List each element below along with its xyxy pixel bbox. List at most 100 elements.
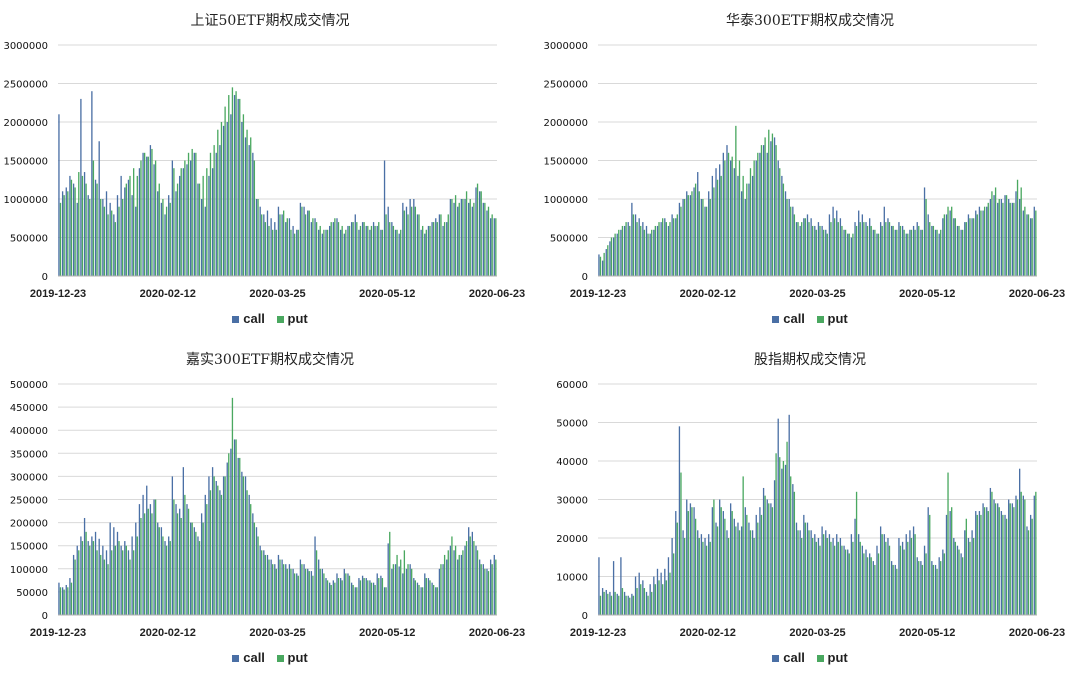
bar-call — [164, 541, 166, 615]
bar-put — [921, 229, 924, 276]
bar-call — [931, 225, 933, 276]
bar-put — [107, 214, 109, 276]
bar-put — [804, 522, 807, 615]
bar-put — [63, 195, 65, 276]
chart-svg: 0 10000 20000 30000 40000 50000 60000 2019-12-2… — [556, 380, 1065, 639]
bar-put — [228, 95, 230, 276]
bar-put — [1027, 214, 1030, 276]
bar-put — [808, 222, 810, 276]
bar-call — [102, 199, 104, 276]
bar-put — [173, 499, 175, 615]
bar-put — [866, 225, 869, 276]
bar-call — [1026, 214, 1028, 276]
bar-call — [623, 225, 626, 276]
bar-call — [135, 522, 137, 615]
bar-put — [983, 507, 986, 615]
bar-put — [929, 222, 931, 276]
bar-put — [487, 571, 490, 615]
bar-put — [716, 179, 719, 276]
bar-put — [749, 530, 752, 615]
bar-put — [1013, 202, 1015, 276]
bar-put — [63, 589, 65, 615]
bar-put — [111, 550, 113, 615]
bar-call — [189, 160, 192, 276]
bar-call — [927, 214, 929, 276]
bar-call — [781, 468, 783, 615]
bar-put — [691, 191, 693, 276]
bar-put — [180, 517, 182, 615]
y-tick-label: 400000 — [10, 426, 48, 437]
bar-call — [986, 206, 988, 276]
bar-put — [491, 214, 493, 276]
bar-put — [476, 550, 479, 615]
bar-put — [381, 229, 384, 276]
x-tick-label: 2020-03-25 — [249, 627, 305, 639]
bar-call — [460, 554, 463, 615]
bar-call — [226, 122, 228, 276]
bar-call — [821, 526, 823, 615]
bar-put — [896, 229, 898, 276]
bar-call — [649, 584, 651, 615]
y-tick-label: 40000 — [556, 457, 588, 468]
bar-call — [642, 580, 644, 615]
bar-put — [972, 538, 975, 615]
bar-put — [987, 511, 989, 615]
bar-call — [157, 522, 159, 615]
bar-put — [786, 441, 788, 615]
bar-put — [495, 559, 497, 615]
bar-call — [76, 202, 78, 276]
bar-put — [341, 580, 343, 615]
bar-put — [768, 129, 770, 276]
bar-put — [484, 568, 486, 615]
bar-put — [326, 580, 329, 615]
bar-call — [394, 229, 397, 276]
bar-put — [330, 584, 332, 615]
bar-call — [248, 145, 250, 276]
bar-put — [994, 503, 997, 615]
bar-put — [694, 518, 697, 615]
bar-put — [771, 133, 774, 276]
bar-call — [91, 536, 93, 615]
bar-put — [264, 554, 267, 615]
bar-put — [903, 229, 905, 276]
bar-call — [318, 559, 320, 615]
bar-put — [425, 578, 427, 615]
bar-put — [465, 541, 468, 615]
bar-put — [78, 172, 80, 276]
bar-call — [347, 573, 349, 615]
bar-put — [654, 225, 657, 276]
bar-call — [369, 580, 371, 615]
legend-call-label: call — [783, 650, 805, 665]
chart-huatai300: 华泰300ETF期权成交情况 0 500000 1000000 1500000 2000… — [540, 0, 1080, 339]
bar-put — [103, 559, 106, 615]
bar-call — [777, 160, 779, 276]
bar-call — [901, 541, 904, 615]
bar-put — [1035, 210, 1037, 276]
bar-call — [879, 526, 882, 615]
bar-call — [453, 202, 455, 276]
legend-put-label: put — [287, 311, 308, 326]
bar-call — [493, 554, 495, 615]
bar-call — [329, 582, 331, 615]
chart-sse50: 上证50ETF期权成交情况 0 500000 1000000 1500000 20000… — [0, 0, 540, 339]
bar-put — [206, 168, 208, 276]
bar-call — [471, 531, 473, 615]
bar-call — [98, 141, 100, 276]
bar-call — [909, 229, 911, 276]
bar-call — [146, 485, 148, 615]
y-tick-label: 200000 — [10, 519, 48, 530]
bar-put — [1005, 518, 1008, 615]
bar-call — [266, 554, 269, 615]
bar-call — [799, 225, 801, 276]
bar-call — [200, 513, 203, 615]
bar-put — [907, 541, 909, 615]
y-tick-label: 1500000 — [3, 157, 48, 168]
bar-put — [432, 222, 435, 276]
bar-put — [272, 229, 274, 276]
bar-put — [980, 514, 982, 615]
bar-call — [105, 550, 108, 615]
y-tick-label: 20000 — [556, 534, 588, 545]
bar-call — [204, 206, 206, 276]
bar-put — [720, 175, 722, 276]
bar-call — [222, 125, 225, 276]
